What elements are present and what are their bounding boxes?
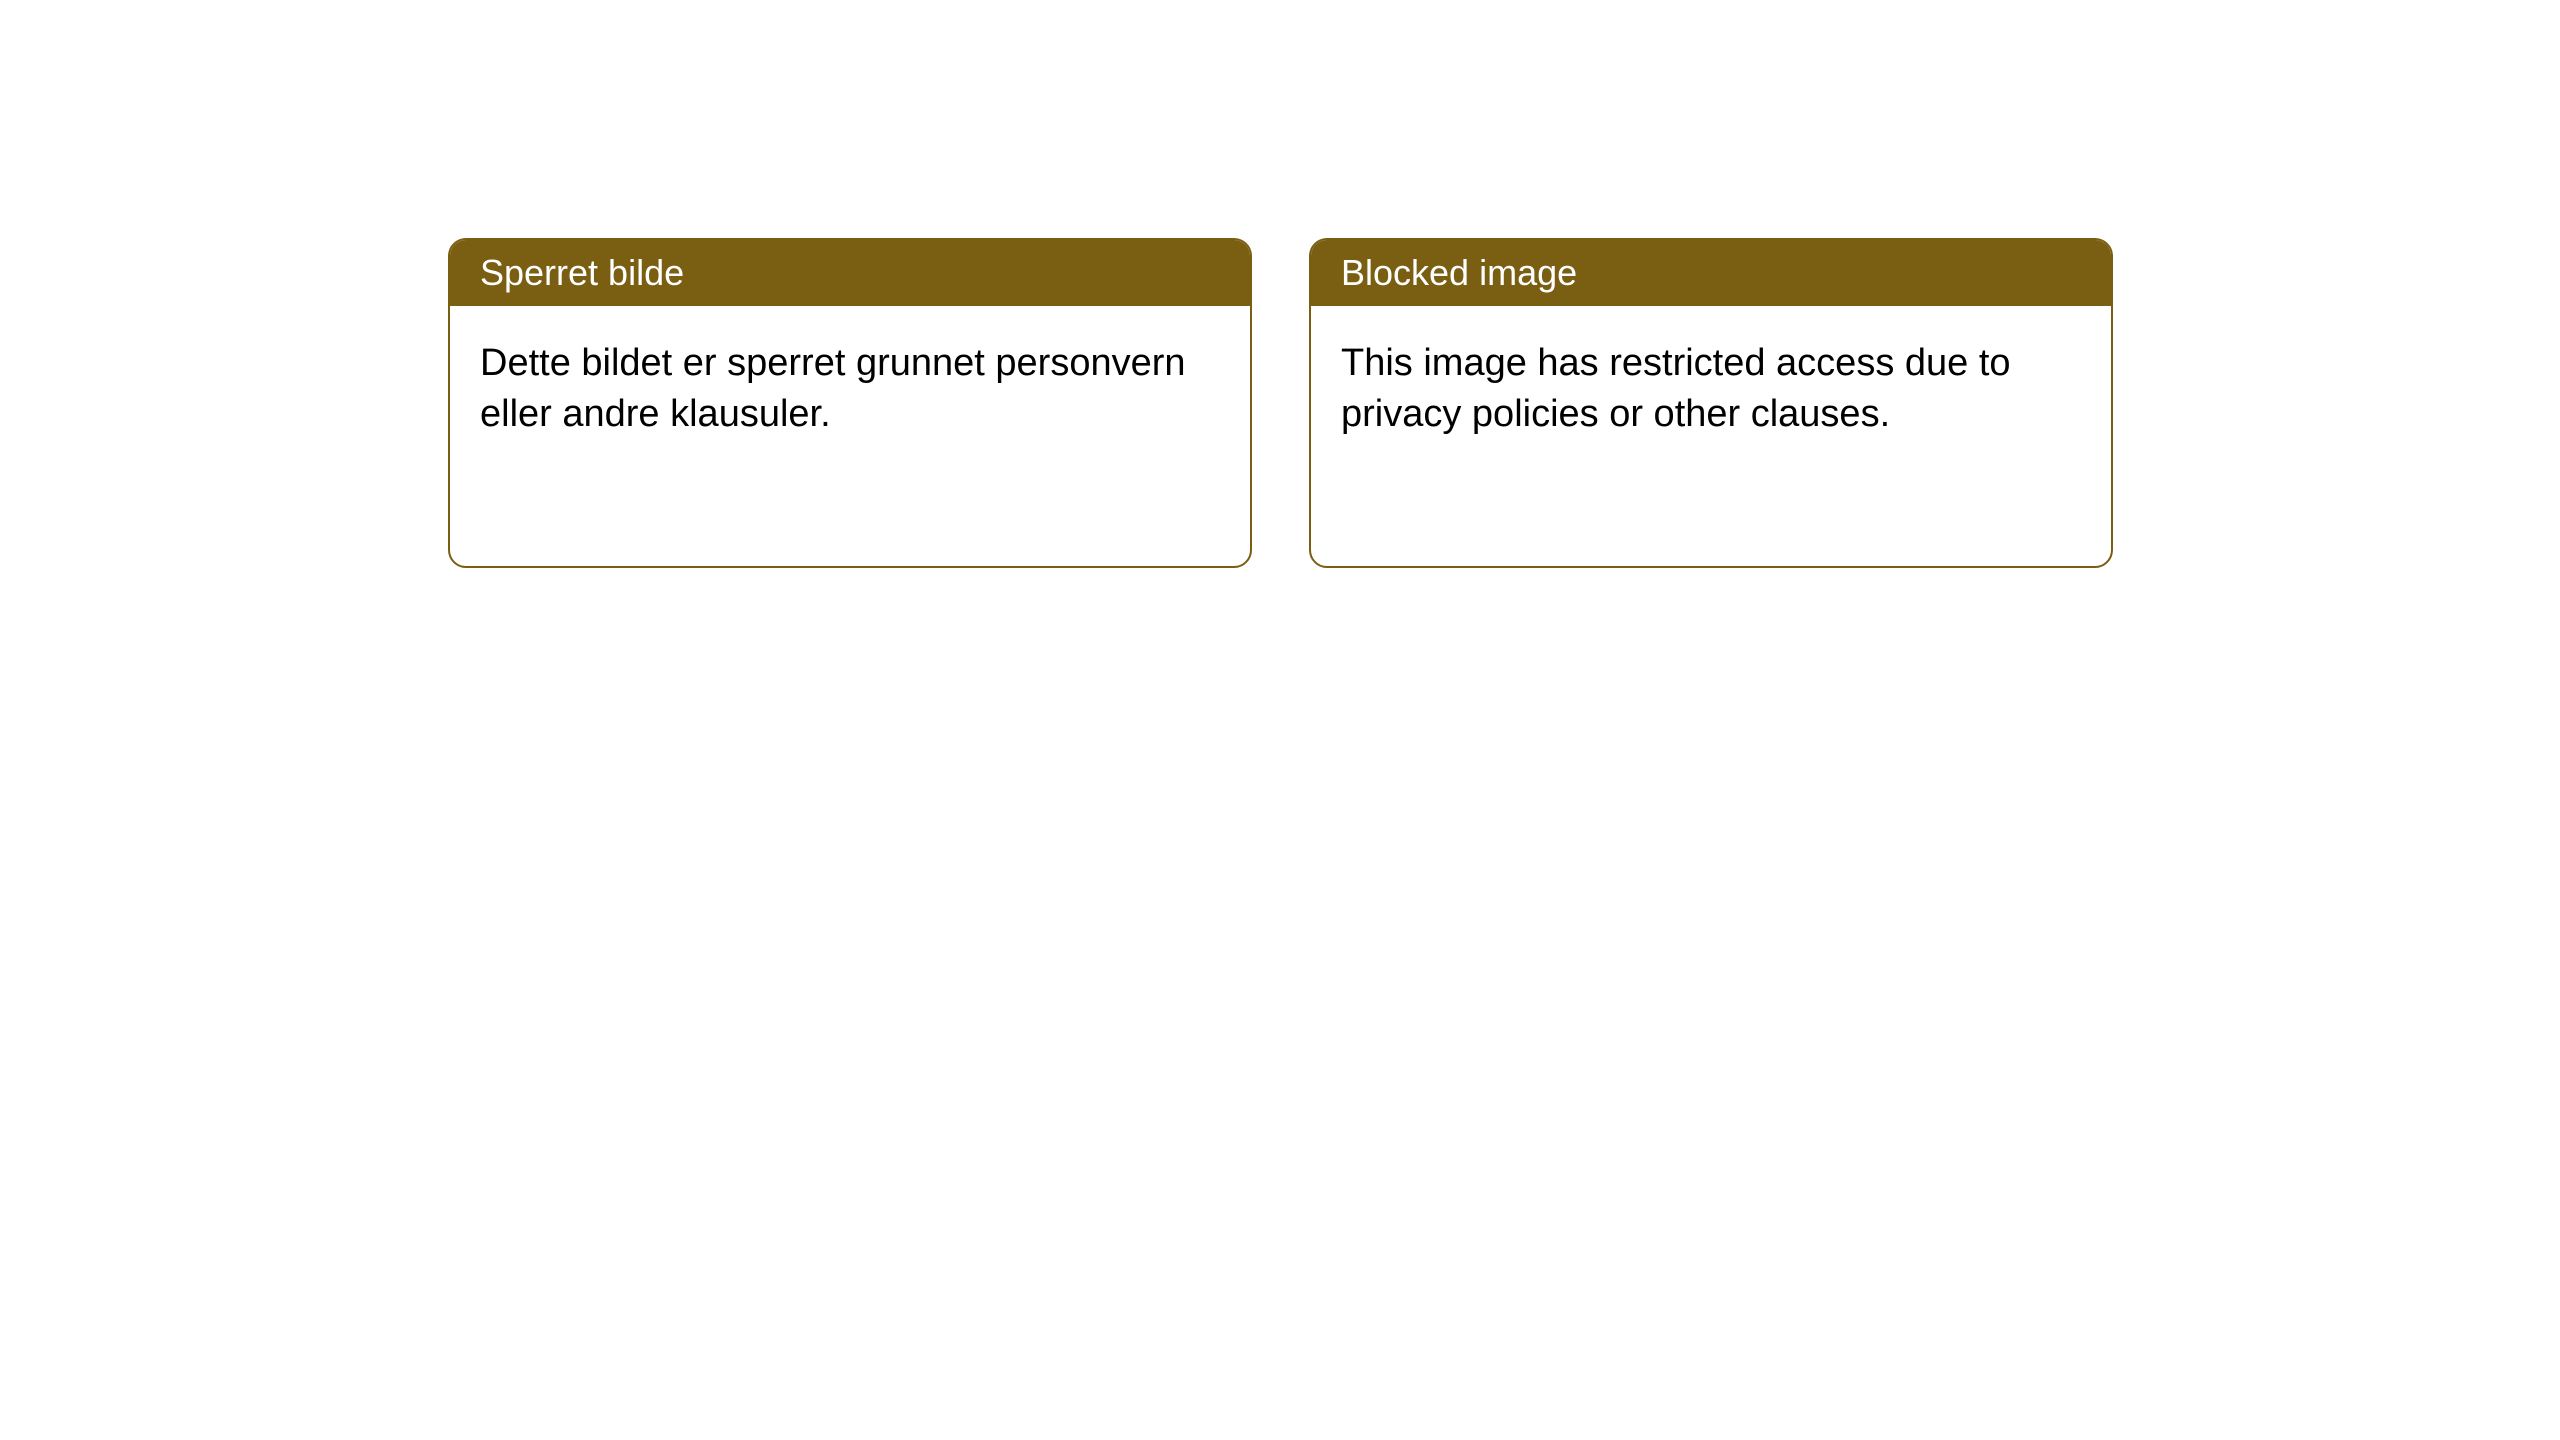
panel-header-english: Blocked image (1311, 240, 2111, 306)
notice-panel-english: Blocked image This image has restricted … (1309, 238, 2113, 568)
panel-body-english: This image has restricted access due to … (1311, 306, 2111, 566)
panel-body-norwegian: Dette bildet er sperret grunnet personve… (450, 306, 1250, 566)
panel-header-norwegian: Sperret bilde (450, 240, 1250, 306)
blocked-image-notices: Sperret bilde Dette bildet er sperret gr… (448, 238, 2560, 568)
notice-panel-norwegian: Sperret bilde Dette bildet er sperret gr… (448, 238, 1252, 568)
